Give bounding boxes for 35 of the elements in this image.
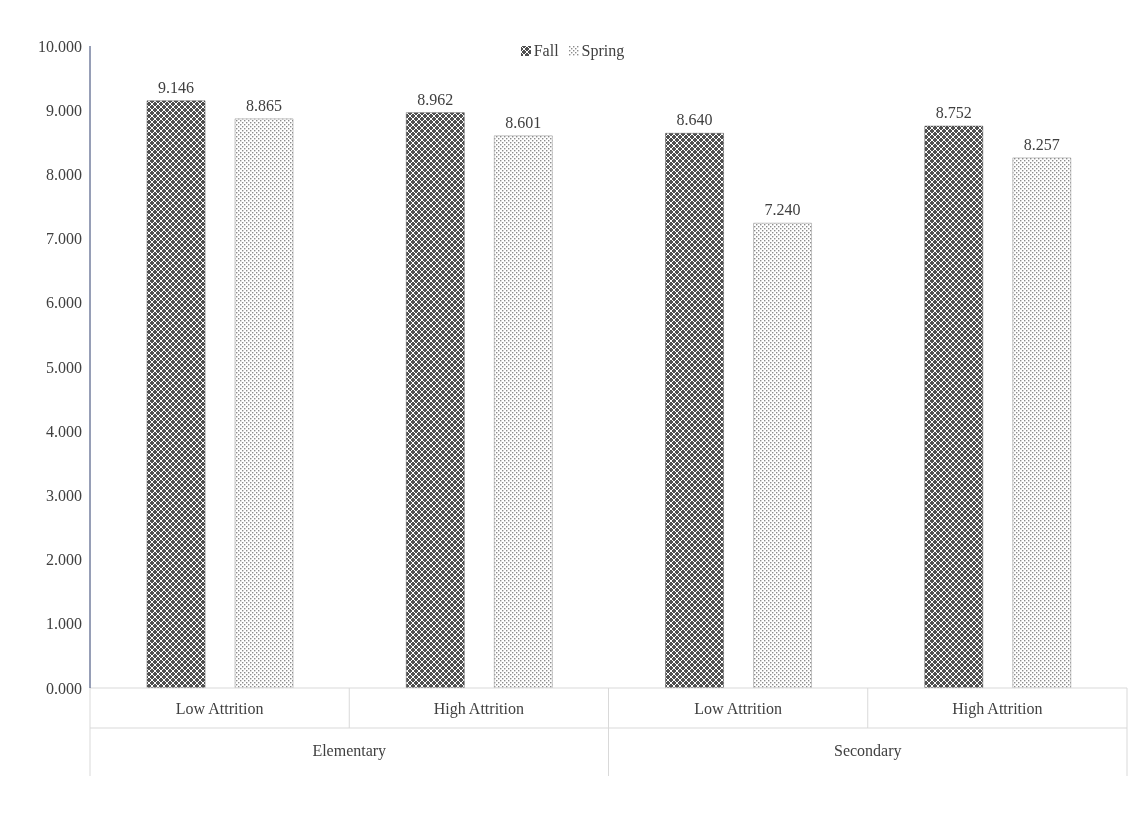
bar [406,112,465,688]
y-tick-label: 9.000 [46,101,82,119]
legend-label: Spring [580,42,625,60]
y-tick-label: 1.000 [46,615,82,633]
x-tick-label: Low Attrition [175,700,264,717]
data-label: 8.640 [676,111,713,129]
data-label: 9.146 [158,78,195,96]
x-tick-label: High Attrition [952,700,1043,718]
data-label: 8.962 [417,90,454,108]
y-tick-label: 0.000 [46,679,82,697]
bar [1012,157,1072,688]
y-tick-label: 3.000 [46,487,82,505]
legend-label: Fall [532,42,559,60]
text: Elementary [312,742,387,760]
y-tick-label: 5.000 [46,358,82,376]
bar [665,133,724,688]
bar [234,118,294,688]
y-tick-label: 10.000 [38,37,82,55]
y-tick-label: 4.000 [46,422,82,440]
data-label: 8.257 [1023,135,1060,153]
bar [924,125,984,688]
y-tick-label: 7.000 [46,230,82,248]
x-tick-label: High Attrition [433,700,524,718]
bar [753,222,812,688]
data-label: 8.752 [935,104,972,122]
y-tick-label: 8.000 [46,166,82,184]
y-tick-label: 2.000 [46,551,82,569]
data-label: 8.865 [246,96,283,114]
y-tick-label: 6.000 [46,294,82,312]
bar [494,135,553,688]
bar [146,100,206,688]
text: Secondary [833,742,902,760]
x-tick-label: Low Attrition [694,700,782,717]
data-label: 7.240 [764,201,801,219]
data-label: 8.601 [505,113,542,131]
